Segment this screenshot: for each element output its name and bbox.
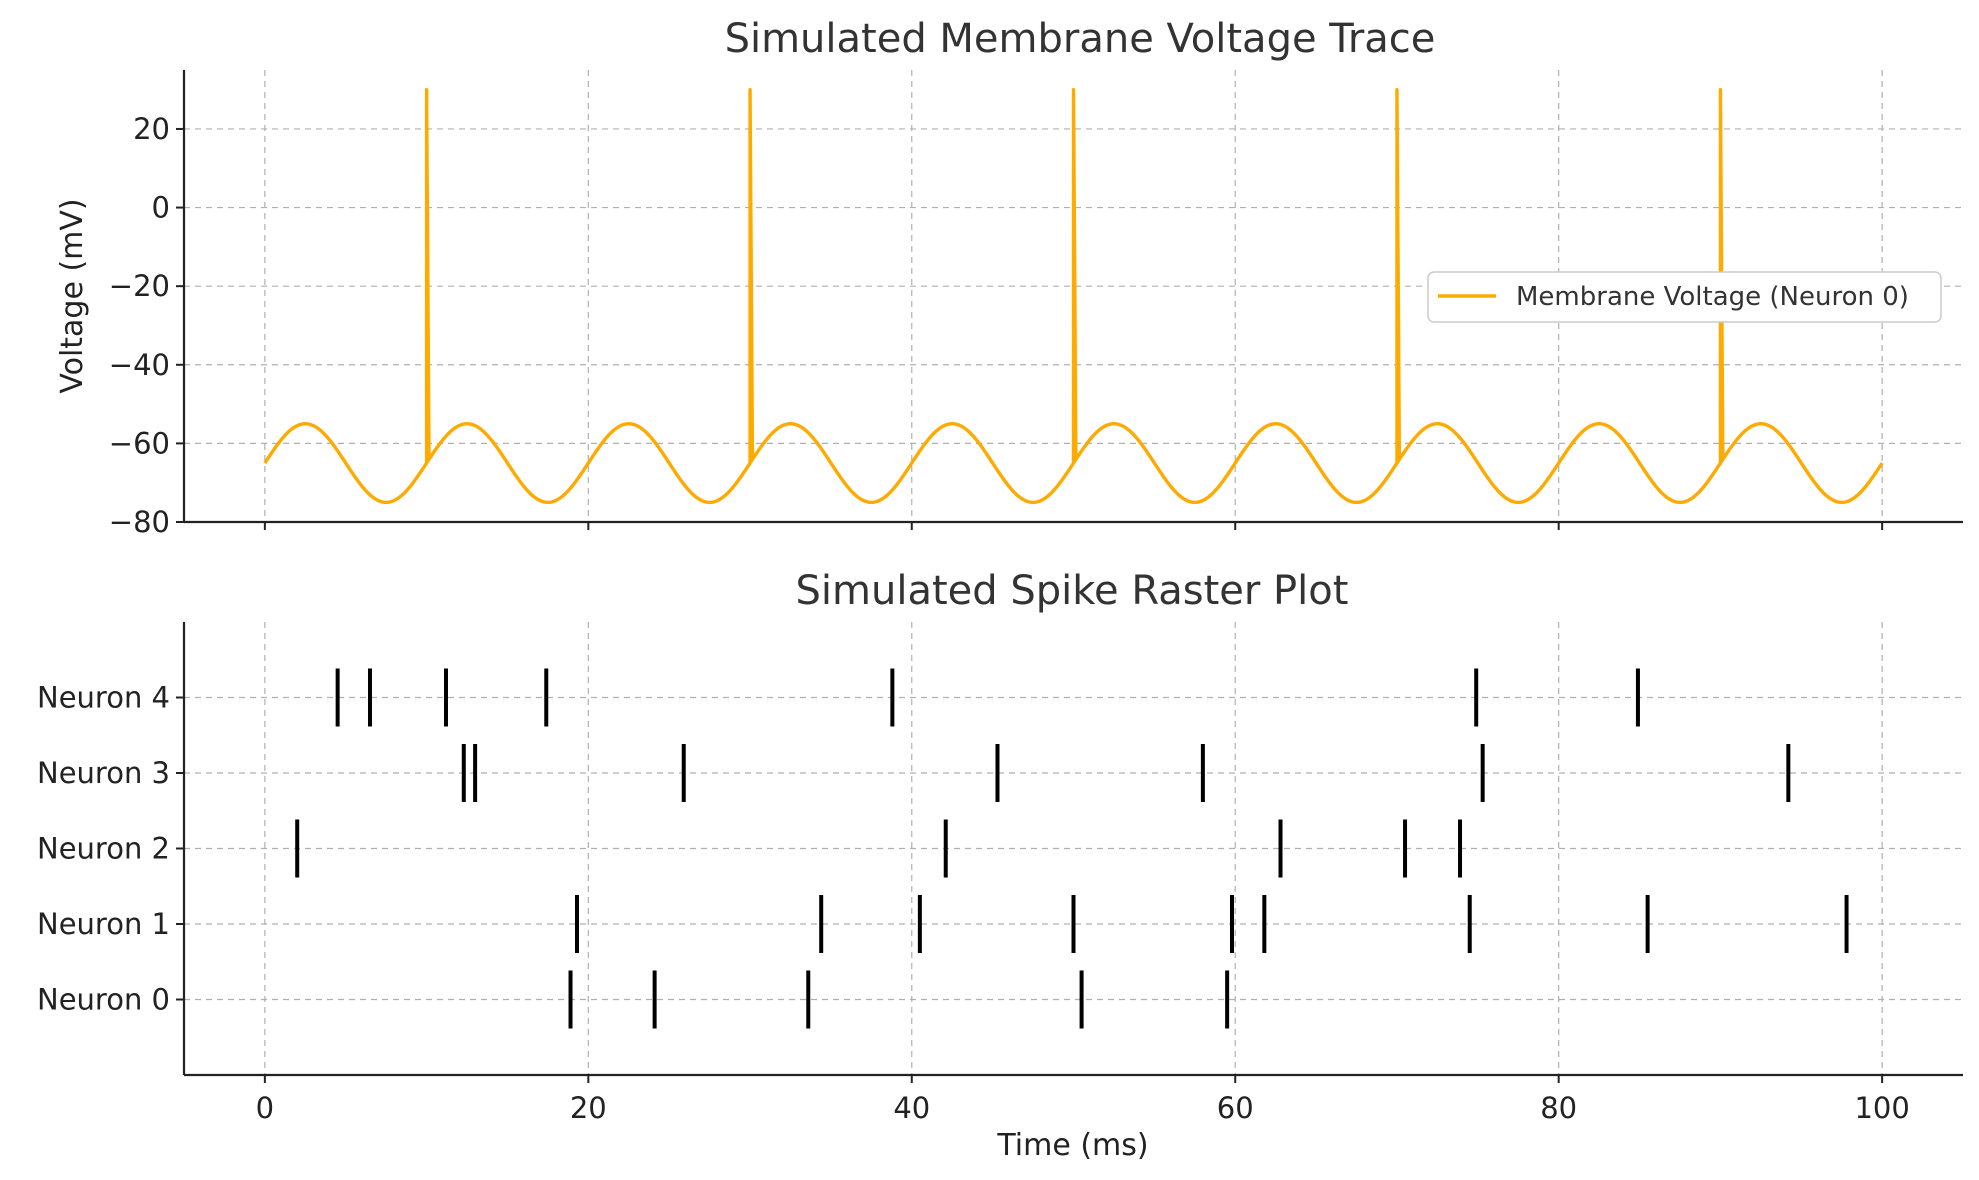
voltage-y-tick-label: −80 bbox=[109, 505, 170, 539]
raster-y-tick-label: Neuron 2 bbox=[37, 832, 170, 866]
raster-y-tick-label: Neuron 1 bbox=[37, 907, 170, 941]
raster-gridlines bbox=[184, 622, 1963, 1075]
raster-x-tick-label: 60 bbox=[1217, 1091, 1254, 1125]
raster-y-tick-label: Neuron 4 bbox=[37, 681, 170, 715]
raster-x-tick-label: 80 bbox=[1540, 1091, 1577, 1125]
raster-y-tick-label: Neuron 0 bbox=[37, 983, 170, 1017]
spike-raster-panel: Simulated Spike Raster Plot 0 20 40 60 80 100… bbox=[37, 568, 1963, 1163]
voltage-series-line bbox=[263, 87, 1884, 505]
raster-x-tick-label: 40 bbox=[893, 1091, 930, 1125]
voltage-legend: Membrane Voltage (Neuron 0) bbox=[1427, 271, 1942, 323]
legend-label: Membrane Voltage (Neuron 0) bbox=[1516, 282, 1909, 312]
raster-spike-marks bbox=[295, 668, 1849, 1029]
raster-chart-title: Simulated Spike Raster Plot bbox=[796, 568, 1349, 614]
raster-x-axis-label: Time (ms) bbox=[996, 1128, 1148, 1163]
voltage-trace-panel: Simulated Membrane Voltage Trace −80−60−… bbox=[55, 16, 1963, 539]
raster-x-tick-label: 0 bbox=[256, 1091, 274, 1125]
voltage-ticks: −80 −60 −40 −20 0 20 bbox=[109, 112, 1884, 539]
raster-y-tick-label: Neuron 3 bbox=[37, 756, 170, 790]
raster-ticks: 0 20 40 60 80 100 Neuron 0 Neuron 1 Neuron 2 Neur… bbox=[37, 681, 1910, 1126]
raster-x-tick-label: 20 bbox=[570, 1091, 607, 1125]
voltage-y-axis-label: Voltage (mV) bbox=[55, 198, 90, 393]
voltage-chart-title: Simulated Membrane Voltage Trace bbox=[725, 16, 1436, 62]
voltage-y-tick-label: 20 bbox=[133, 112, 170, 146]
raster-x-tick-label: 100 bbox=[1854, 1091, 1909, 1125]
voltage-y-tick-label: 0 bbox=[152, 191, 170, 225]
legend-frame bbox=[1427, 271, 1942, 323]
voltage-y-tick-label: −60 bbox=[109, 426, 170, 460]
voltage-y-tick-label: −40 bbox=[109, 348, 170, 382]
voltage-y-tick-label: −20 bbox=[109, 269, 170, 303]
